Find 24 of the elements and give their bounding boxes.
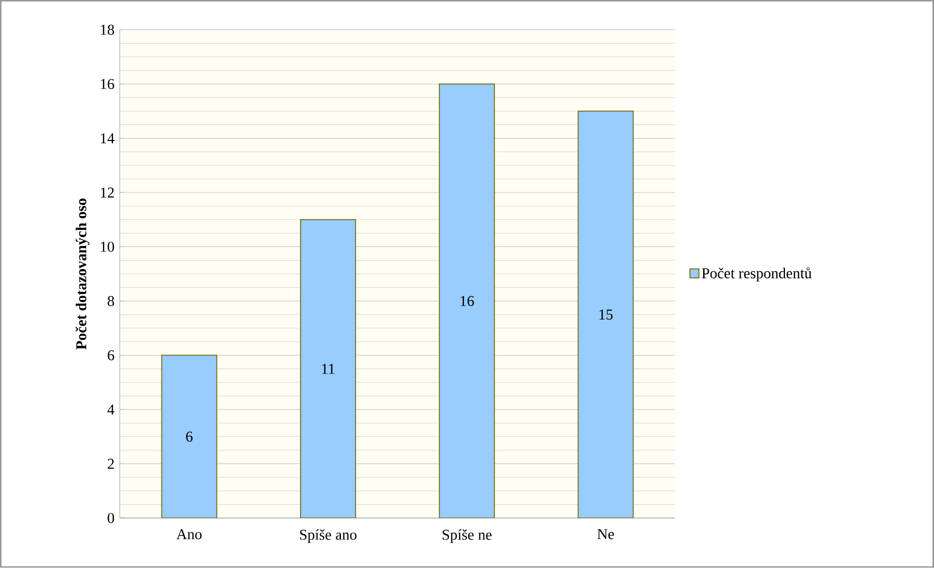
y-tick-label: 18: [100, 24, 114, 35]
y-tick-label: 12: [100, 188, 114, 198]
x-tick-label: Ne: [597, 529, 614, 540]
y-tick-label: 16: [100, 79, 114, 90]
bar: [578, 110, 634, 518]
bar: [438, 84, 495, 518]
y-tick-label: 6: [108, 350, 114, 360]
y-tick-label: 10: [100, 242, 114, 252]
data-label: 11: [322, 364, 334, 374]
x-tick-label: Ano: [176, 529, 202, 540]
bar: [300, 219, 356, 518]
y-tick-label: 14: [100, 133, 114, 144]
y-tick-label: 4: [107, 404, 114, 415]
y-tick-label: 2: [108, 458, 114, 469]
y-axis-title: Počet dotazovaných oso: [76, 198, 90, 350]
y-tick-label: 0: [108, 513, 114, 524]
x-tick-label: Spíše ne: [442, 529, 492, 543]
data-label: 16: [460, 296, 474, 306]
bar: [161, 354, 218, 518]
legend-label: Počet respondentů: [702, 267, 812, 282]
x-tick-label: Spíše ano: [300, 529, 356, 543]
data-label: 6: [186, 432, 193, 442]
data-label: 15: [600, 310, 613, 320]
y-tick-label: 8: [108, 296, 114, 306]
